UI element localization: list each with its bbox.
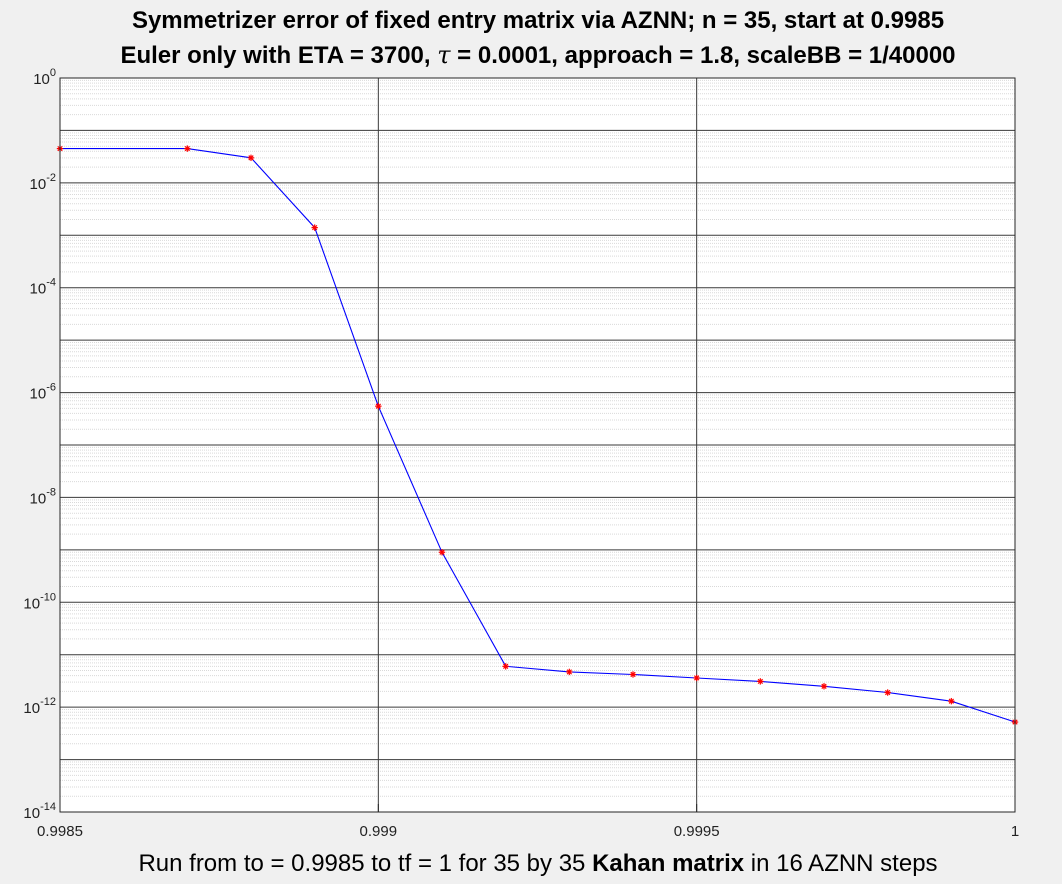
xlabel-start: Run from to = 0.9985 to tf = 1 for 35 by… xyxy=(138,850,592,877)
data-point-marker xyxy=(375,402,382,410)
y-tick-exponent: -8 xyxy=(46,486,56,498)
marker-stroke xyxy=(312,224,318,231)
marker-stroke xyxy=(694,675,700,681)
y-tick-base: 10 xyxy=(30,281,47,298)
data-point-marker xyxy=(311,224,318,231)
y-tick-exponent: -14 xyxy=(40,801,56,813)
y-tick-base: 10 xyxy=(30,386,47,403)
y-tick-label: 10-10 xyxy=(23,591,56,612)
data-point-marker xyxy=(566,668,573,676)
y-tick-base: 10 xyxy=(23,805,40,822)
y-tick-exponent: -12 xyxy=(40,696,56,708)
marker-stroke xyxy=(248,155,254,161)
y-tick-label: 10-6 xyxy=(30,382,56,403)
y-tick-base: 10 xyxy=(33,71,50,88)
y-tick-exponent: -10 xyxy=(40,591,56,603)
marker-stroke xyxy=(566,669,572,675)
data-point-marker xyxy=(629,671,637,678)
plot-frame xyxy=(59,77,1016,813)
y-tick-exponent: 0 xyxy=(50,67,56,79)
chart-title-line2: Euler only with ETA = 3700, τ = 0.0001, … xyxy=(120,41,955,69)
data-point-marker xyxy=(184,145,191,152)
y-tick-exponent: -2 xyxy=(46,172,56,184)
xlabel-bold: Kahan matrix xyxy=(592,850,745,877)
tau-symbol: τ xyxy=(437,41,451,69)
data-point-marker xyxy=(247,154,255,162)
x-axis-ticks: 0.9985 0.999 0.9995 1 xyxy=(37,804,1019,840)
data-point-marker xyxy=(502,663,509,670)
data-point-marker xyxy=(757,678,764,685)
y-tick-base: 10 xyxy=(23,595,40,612)
y-tick-base: 10 xyxy=(23,700,40,717)
y-tick-label: 10-8 xyxy=(30,486,56,507)
data-point-marker xyxy=(438,549,446,556)
series-markers xyxy=(56,145,1019,726)
x-axis-label: Run from to = 0.9985 to tf = 1 for 35 by… xyxy=(138,850,937,877)
y-tick-label: 10-4 xyxy=(30,277,56,298)
data-point-marker xyxy=(948,697,955,705)
marker-stroke xyxy=(821,683,827,689)
data-point-marker xyxy=(693,674,700,682)
marker-stroke xyxy=(630,671,636,678)
y-tick-label: 10-12 xyxy=(23,696,56,717)
title-line2-end: = 0.0001, approach = 1.8, scaleBB = 1/40… xyxy=(451,42,956,69)
title-line2-start: Euler only with ETA = 3700, xyxy=(120,42,437,69)
y-tick-exponent: -4 xyxy=(46,277,56,289)
y-tick-label: 100 xyxy=(33,67,56,88)
chart-title-line1: Symmetrizer error of fixed entry matrix … xyxy=(132,7,944,34)
marker-stroke xyxy=(885,689,891,696)
xlabel-end: in 16 AZNN steps xyxy=(744,850,937,877)
marker-stroke xyxy=(439,549,445,555)
y-tick-exponent: -6 xyxy=(46,382,56,394)
y-tick-base: 10 xyxy=(30,490,47,507)
marker-stroke xyxy=(503,663,509,670)
marker-stroke xyxy=(757,678,763,685)
x-tick-label: 0.9995 xyxy=(674,823,720,840)
marker-stroke xyxy=(948,698,954,704)
marker-stroke xyxy=(375,403,381,409)
marker-stroke xyxy=(184,145,190,152)
y-tick-label: 10-14 xyxy=(23,801,56,822)
x-tick-label: 0.999 xyxy=(360,823,398,840)
data-point-marker xyxy=(820,683,828,690)
data-point-marker xyxy=(884,689,891,696)
x-tick-label: 0.9985 xyxy=(37,823,83,840)
y-tick-label: 10-2 xyxy=(30,172,56,193)
x-tick-label: 1 xyxy=(1011,823,1019,840)
y-tick-base: 10 xyxy=(30,176,47,193)
